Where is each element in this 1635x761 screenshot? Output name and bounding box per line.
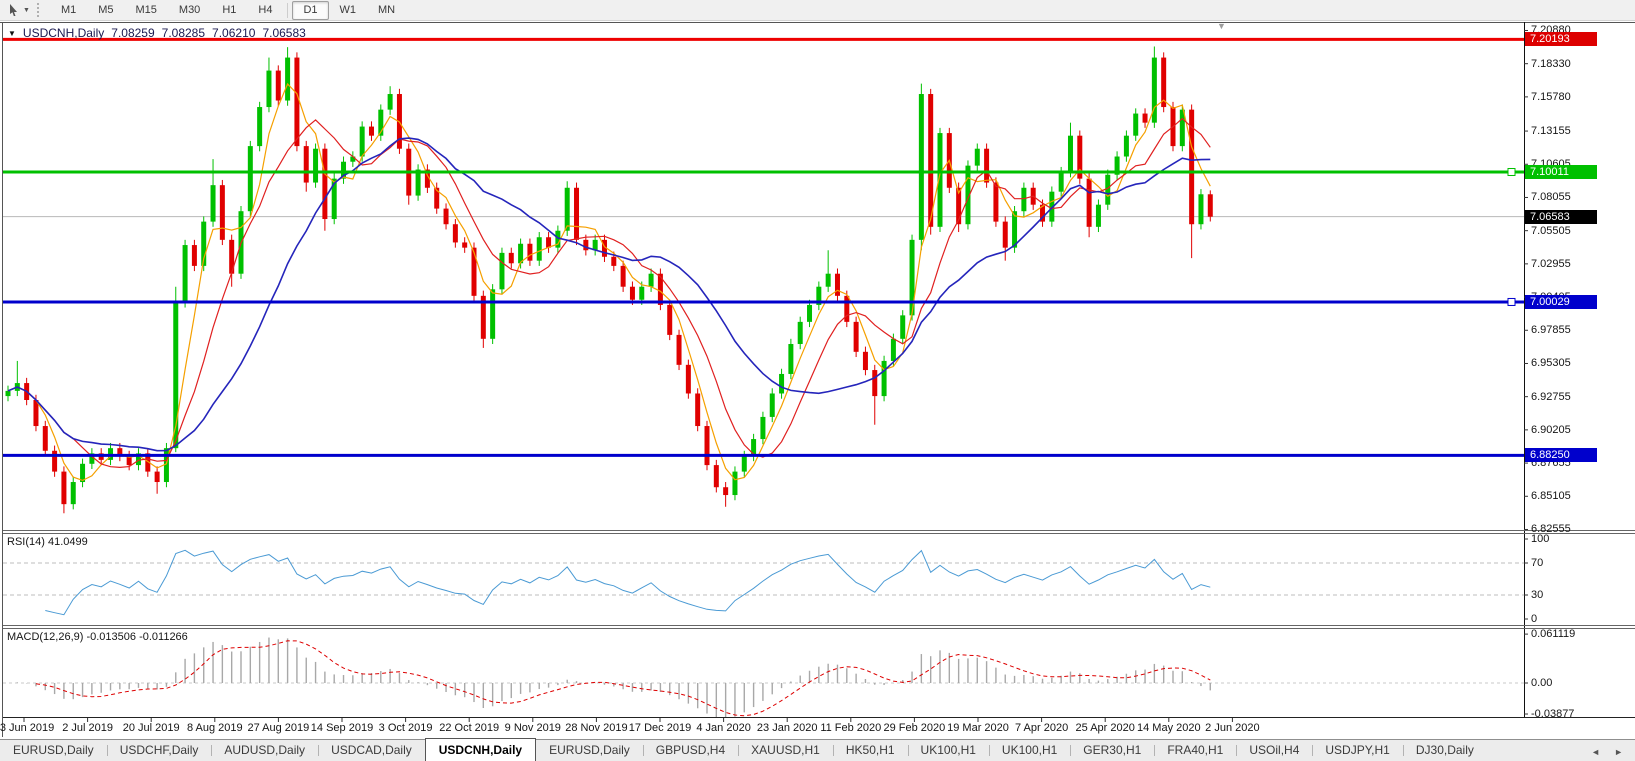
timeframe-buttons: M1 M5 M15 M30 H1 H4 D1 W1 MN [50,0,406,20]
timeframe-button-h1[interactable]: H1 [222,3,237,16]
tab-scroll-left-icon[interactable]: ◄ [1591,747,1601,757]
rsi-line[interactable] [45,549,1211,616]
chart-tab-gbpusd-h4-6[interactable]: GBPUSD,H4 [642,740,738,761]
line-drag-handle[interactable] [1507,297,1516,306]
macd-indicator-label: MACD(12,26,9) -0.013506 -0.011266 [7,631,188,643]
moving-average-line[interactable] [7,117,1211,469]
tab-scroll-right-icon[interactable]: ► [1614,747,1623,757]
main-price-panel [3,37,1524,514]
line-drag-handle[interactable] [1507,167,1516,176]
ohlc-low: 7.06210 [212,26,256,40]
timeframe-button-m30[interactable]: M30 [178,3,201,16]
chart-tab-eurusd-daily-5[interactable]: EURUSD,Daily [549,743,630,757]
macd-signal-line[interactable] [35,640,1211,717]
chart-tab-hk50-h1-8[interactable]: HK50,H1 [832,740,908,761]
candlesticks [5,46,1213,514]
cursor-icon [10,4,17,16]
ohlc-open: 7.08259 [111,26,155,40]
timeframe-button-m15[interactable]: M15 [135,3,157,16]
rsi-panel [3,549,1524,616]
timeframe-button-m5[interactable]: M5 [98,3,114,16]
chart-tab-usdcnh-daily-4[interactable]: USDCNH,Daily [424,738,537,761]
tab-scroll-arrows: ◄ ► [1591,747,1623,761]
chart-tab-xauusd-h1-7[interactable]: XAUUSD,H1 [738,740,833,761]
chart-tab-eurusd-daily-0[interactable]: EURUSD,Daily [13,743,94,757]
chart-tab-ger30-h1-11[interactable]: GER30,H1 [1070,740,1154,761]
chart-symbol-period: USDCNH,Daily [22,26,105,40]
timeframe-button-m1[interactable]: M1 [60,3,77,16]
timeframe-toolbar: ▼ M1 M5 M15 M30 H1 H4 D1 W1 MN [0,0,1635,21]
toolbar-separator [287,2,289,18]
chevron-down-icon: ▼ [23,6,30,14]
collapse-ohlc-icon[interactable]: ▼ [8,28,16,38]
chart-tab-fra40-h1-12[interactable]: FRA40,H1 [1154,740,1236,761]
rsi-indicator-label: RSI(14) 41.0499 [7,536,88,548]
chart-tab-usdchf-daily-1[interactable]: USDCHF,Daily [106,740,212,761]
chart-tab-usoil-h4-13[interactable]: USOil,H4 [1236,740,1312,761]
chart-tab-usdcad-daily-3[interactable]: USDCAD,Daily [318,740,425,761]
chart-tab-usdjpy-h1-14[interactable]: USDJPY,H1 [1312,740,1402,761]
chart-title-bar: ▼ USDCNH,Daily 7.08259 7.08285 7.06210 7… [8,26,306,40]
moving-average-line[interactable] [7,137,1211,452]
chart-tab-bar: EURUSD,Daily USDCHF,Daily AUDUSD,Daily USDC… [0,738,1635,761]
timeframe-button-d1[interactable]: D1 [292,0,329,20]
chart-tab-uk100-h1-10[interactable]: UK100,H1 [988,740,1070,761]
chart-tab-audusd-daily-2[interactable]: AUDUSD,Daily [211,740,318,761]
cursor-tool-button[interactable]: ▼ [3,2,34,18]
ohlc-high: 7.08285 [161,26,206,40]
ohlc-close: 7.06583 [262,26,306,40]
timeframe-button-h4[interactable]: H4 [258,3,273,16]
moving-average-line[interactable] [7,82,1211,482]
chart-tab-dj30-daily-15[interactable]: DJ30,Daily [1402,740,1487,761]
macd-panel [3,637,1524,717]
chart-tab-uk100-h1-9[interactable]: UK100,H1 [907,740,989,761]
timeframe-button-w1[interactable]: W1 [339,3,357,16]
timeframe-button-mn[interactable]: MN [378,3,396,16]
toolbar-grip[interactable] [36,3,43,17]
chart-shift-marker-icon[interactable]: ▼ [1217,21,1226,31]
